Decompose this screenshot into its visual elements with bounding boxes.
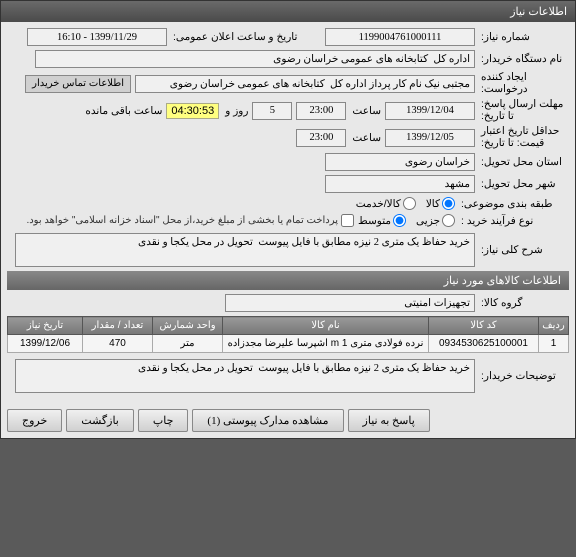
- province-label: استان محل تحویل:: [479, 156, 569, 168]
- buyer-org-field: [35, 50, 475, 68]
- time-label-2: ساعت: [350, 132, 381, 144]
- need-number-field: [325, 28, 475, 46]
- table-col-2: نام کالا: [223, 317, 429, 335]
- footer-buttons: خروج بازگشت چاپ مشاهده مدارک پیوستی (1) …: [1, 403, 575, 438]
- buyer-notes-label: توضیحات خریدار:: [479, 370, 569, 382]
- buyer-contact-button[interactable]: اطلاعات تماس خریدار: [25, 75, 131, 93]
- table-col-3: واحد شمارش: [153, 317, 223, 335]
- buyer-notes-field: [15, 359, 475, 393]
- proc-type-label: نوع فرآیند خرید :: [459, 215, 569, 227]
- need-info-window: اطلاعات نیاز شماره نیاز: تاریخ و ساعت اع…: [0, 0, 576, 439]
- price-valid-label: حداقل تاریخ اعتبار قیمت: تا تاریخ:: [479, 126, 569, 149]
- city-label: شهر محل تحویل:: [479, 178, 569, 190]
- partial-pay-check[interactable]: پرداخت تمام یا بخشی از مبلغ خرید،از محل …: [26, 214, 354, 227]
- countdown-timer: 04:30:53: [166, 103, 219, 119]
- city-field: [325, 175, 475, 193]
- price-valid-date: [385, 129, 475, 147]
- announce-field: [27, 28, 167, 46]
- table-col-4: تعداد / مقدار: [83, 317, 153, 335]
- goods-table: ردیفکد کالانام کالاواحد شمارشتعداد / مقد…: [7, 316, 569, 353]
- budget-cat-label: طبقه بندی موضوعی:: [459, 198, 569, 210]
- window-content: شماره نیاز: تاریخ و ساعت اعلان عمومی: نا…: [1, 22, 575, 403]
- cat-service-radio[interactable]: کالا/خدمت: [356, 197, 416, 210]
- province-field: [325, 153, 475, 171]
- proc-medium-radio[interactable]: متوسط: [358, 214, 406, 227]
- window-titlebar: اطلاعات نیاز: [1, 1, 575, 22]
- category-radio-group: کالا کالا/خدمت: [356, 197, 455, 210]
- reply-deadline-date: [385, 102, 475, 120]
- table-body: 10934530625100001نرده فولادی متری 1 m اش…: [8, 335, 569, 353]
- goods-group-label: گروه کالا:: [479, 297, 569, 309]
- desc-field: [15, 233, 475, 267]
- window-title: اطلاعات نیاز: [510, 6, 567, 18]
- exit-button[interactable]: خروج: [7, 409, 62, 432]
- proc-small-radio[interactable]: جزیی: [416, 214, 455, 227]
- cat-goods-radio[interactable]: کالا: [426, 197, 455, 210]
- need-number-label: شماره نیاز:: [479, 31, 569, 43]
- table-col-0: ردیف: [539, 317, 569, 335]
- goods-section-header: اطلاعات کالاهای مورد نیاز: [7, 271, 569, 290]
- proc-type-radio-group: جزیی متوسط: [358, 214, 455, 227]
- table-col-1: کد کالا: [429, 317, 539, 335]
- reply-deadline-time: [296, 102, 346, 120]
- table-row[interactable]: 10934530625100001نرده فولادی متری 1 m اش…: [8, 335, 569, 353]
- attachments-button[interactable]: مشاهده مدارک پیوستی (1): [192, 409, 343, 432]
- desc-label: شرح کلی نیاز:: [479, 244, 569, 256]
- goods-group-field: [225, 294, 475, 312]
- reply-deadline-label: مهلت ارسال پاسخ: تا تاریخ:: [479, 99, 569, 122]
- days-label: روز و: [223, 105, 248, 117]
- table-col-5: تاریخ نیاز: [8, 317, 83, 335]
- print-button[interactable]: چاپ: [138, 409, 189, 432]
- price-valid-time: [296, 129, 346, 147]
- back-button[interactable]: بازگشت: [66, 409, 134, 432]
- days-remain-field: [252, 102, 292, 120]
- creator-label: ایجاد کننده درخواست:: [479, 72, 569, 95]
- creator-field: [135, 75, 475, 93]
- time-label-1: ساعت: [350, 105, 381, 117]
- remain-label: ساعت باقی مانده: [83, 105, 162, 117]
- reply-button[interactable]: پاسخ به نیاز: [348, 409, 430, 432]
- buyer-org-label: نام دستگاه خریدار:: [479, 53, 569, 65]
- announce-label: تاریخ و ساعت اعلان عمومی:: [171, 31, 321, 43]
- table-header-row: ردیفکد کالانام کالاواحد شمارشتعداد / مقد…: [8, 317, 569, 335]
